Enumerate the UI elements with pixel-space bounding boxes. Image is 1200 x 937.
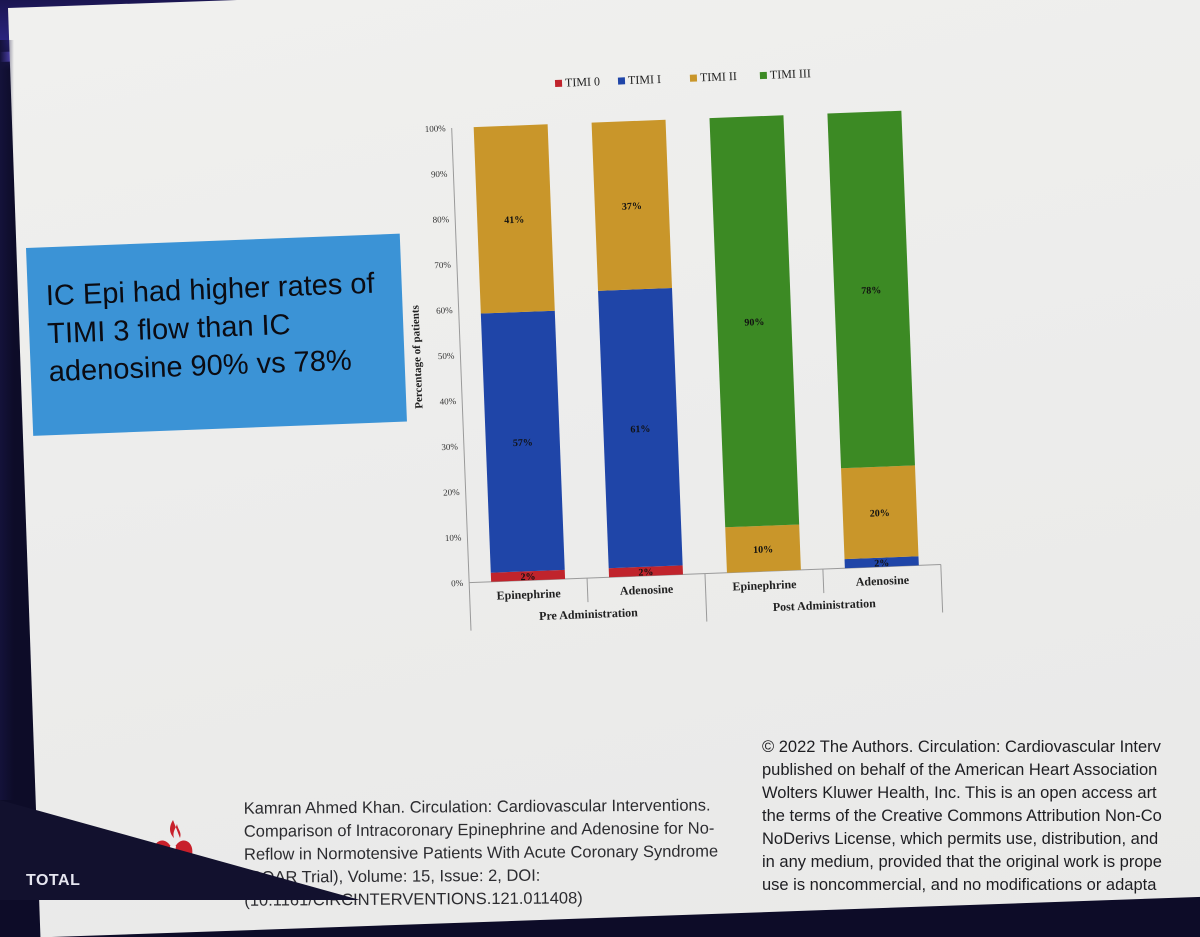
legend-label: TIMI 0 [565,74,601,89]
bar-segment [844,556,919,569]
y-tick-label: 40% [439,396,456,407]
chart-plot-group: 0% 10% 20% 30% 40% 50% 60% 70% 80% 90% 100% Percent… [409,66,944,631]
y-tick-label: 0% [451,578,464,588]
y-tick-label: 70% [434,260,451,271]
legend-swatch [759,71,768,80]
x-group-label: Post Administration [773,596,877,614]
x-category-divider [704,573,708,622]
stacked-bar-chart: 0% 10% 20% 30% 40% 50% 60% 70% 80% 90% 100% Percent… [409,66,944,631]
citation-line: Reflow in Normotensive Patients With Acu… [243,842,719,864]
citation-line: (COAR Trial), Volume: 15, Issue: 2, DOI: [244,866,541,887]
x-tick-label: Adenosine [620,582,675,598]
data-label: 41% [504,215,524,227]
y-tick-label: 100% [425,123,447,134]
x-tick-label: Epinephrine [496,586,561,602]
copyright-line: in any medium, provided that the origina… [762,853,1162,871]
copyright-line: © 2022 The Authors. Circulation: Cardiov… [762,738,1161,756]
legend-swatch [689,74,698,82]
copyright-line: the terms of the Creative Commons Attrib… [762,807,1162,825]
bar-segment [709,115,800,528]
y-tick-label: 60% [436,305,453,316]
bar-segment [598,288,683,569]
x-tick-label: Adenosine [855,573,910,589]
y-tick-label: 10% [445,532,462,543]
data-label: 61% [630,424,650,436]
copyright-line: use is noncommercial, and no modificatio… [762,876,1157,894]
citation-line: Kamran Ahmed Khan. Circulation: Cardiova… [243,796,711,818]
data-label: 2% [520,572,535,584]
bar-segment [827,110,915,469]
bar-segment [473,124,555,314]
bar-segment [591,119,672,291]
bar-segment [490,569,566,582]
data-label: 2% [874,558,889,570]
bar-segment [725,524,801,573]
legend-label: TIMI I [628,72,662,87]
x-category-divider [468,582,472,631]
y-tick-label: 30% [441,441,458,452]
legend-swatch [617,77,626,85]
copyright-line: NoDerivs License, which permits use, dis… [762,830,1159,848]
data-label: 57% [513,437,533,449]
data-label: 78% [861,285,881,297]
legend-label: TIMI III [770,66,811,82]
citation-line: Comparison of Intracoronary Epinephrine … [243,819,715,841]
x-category-divider [586,578,589,603]
copyright-notice: © 2022 The Authors. Circulation: Cardiov… [762,736,1200,897]
bar-segment [608,565,683,578]
screen-edge-shadow [0,40,14,800]
data-label: 20% [870,508,890,520]
y-tick-label: 20% [443,487,460,498]
x-category-divider [940,564,944,613]
data-label: 10% [753,544,773,556]
x-tick-label: Epinephrine [732,577,797,593]
copyright-line: published on behalf of the American Hear… [762,761,1158,779]
y-tick-label: 80% [433,214,450,225]
legend-label: TIMI II [700,69,737,84]
x-group-label: Pre Administration [539,605,639,623]
y-axis-title: Percentage of patients [409,304,425,409]
data-label: 2% [638,567,653,579]
chart-canvas: 0% 10% 20% 30% 40% 50% 60% 70% 80% 90% 100% Percent… [409,66,944,631]
y-tick-label: 90% [431,169,448,180]
data-label: 37% [622,201,642,213]
x-category-divider [822,569,825,594]
y-tick-label: 50% [438,351,455,362]
bar-segment [480,310,565,573]
bar-segment [841,465,919,560]
copyright-line: Wolters Kluwer Health, Inc. This is an o… [762,784,1157,802]
total-label: TOTAL [26,872,81,889]
legend-swatch [554,79,563,87]
y-axis-line [451,127,470,583]
data-label: 90% [744,317,764,329]
